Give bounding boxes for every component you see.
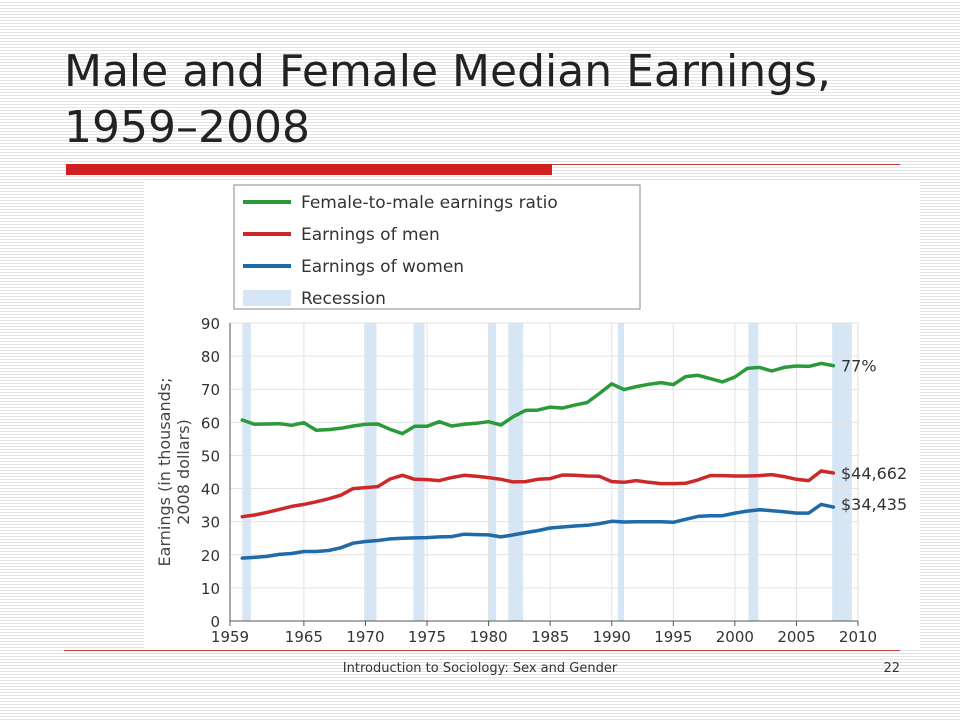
y-tick-label: 40 (201, 481, 220, 499)
y-tick-label: 20 (201, 547, 220, 565)
recession-band (508, 323, 524, 621)
x-tick-label: 1970 (346, 628, 384, 646)
recession-band (364, 323, 377, 621)
footer-course-title: Introduction to Sociology: Sex and Gende… (342, 661, 618, 676)
y-tick-label: 80 (201, 348, 220, 366)
end-label-men: $44,662 (841, 464, 907, 483)
legend-label-women: Earnings of women (301, 257, 464, 277)
footer-rule (64, 650, 900, 651)
recession-band (617, 323, 625, 621)
y-axis-label-line: 2008 dollars) (174, 419, 193, 525)
x-tick-label: 2005 (777, 628, 815, 646)
recession-band (832, 323, 852, 621)
y-tick-label: 60 (201, 414, 220, 432)
x-tick-label: 1995 (654, 628, 692, 646)
x-tick-label: 1980 (469, 628, 507, 646)
x-tick-label: 2010 (839, 628, 877, 646)
chart-panel: 0 10 20 30 40 50 60 70 80 90 1959 1965 1970 1975 1980 1… (144, 182, 920, 650)
legend-box (233, 184, 641, 310)
page-number: 22 (883, 661, 900, 676)
page-title: Male and Female Median Earnings, 1959–20… (64, 46, 831, 153)
series-line-men (240, 469, 836, 519)
y-tick-label: 70 (201, 381, 220, 399)
legend-label-men: Earnings of men (301, 225, 440, 245)
x-tick-label: 1975 (408, 628, 446, 646)
y-tick-label: 0 (210, 613, 220, 631)
series-line-women (240, 502, 836, 560)
recession-band (748, 323, 759, 621)
title-underline-accent (66, 164, 552, 175)
x-tick-label: 2000 (716, 628, 754, 646)
earnings-chart: 0 10 20 30 40 50 60 70 80 90 1959 1965 1970 1975 1980 1… (155, 184, 907, 646)
legend-swatch-recession (243, 290, 291, 306)
x-tick-label: 1959 (211, 628, 249, 646)
series-line-ratio (240, 361, 836, 436)
y-tick-label: 10 (201, 580, 220, 598)
title-underline-rule (552, 164, 900, 165)
recession-band (242, 323, 251, 621)
y-tick-label: 90 (201, 315, 220, 333)
y-tick-label: 50 (201, 447, 220, 465)
end-label-ratio: 77% (841, 357, 877, 376)
x-tick-label: 1990 (593, 628, 631, 646)
legend-label-recession: Recession (301, 289, 386, 309)
x-tick-label: 1985 (531, 628, 569, 646)
recession-band (413, 323, 425, 621)
end-label-women: $34,435 (841, 495, 907, 514)
legend-label-ratio: Female-to-male earnings ratio (301, 193, 558, 213)
y-axis-label: Earnings (in thousands;2008 dollars) (155, 378, 193, 567)
y-tick-label: 30 (201, 514, 220, 532)
y-axis-label-line: Earnings (in thousands; (155, 378, 174, 567)
x-tick-label: 1965 (285, 628, 323, 646)
recession-band (488, 323, 496, 621)
